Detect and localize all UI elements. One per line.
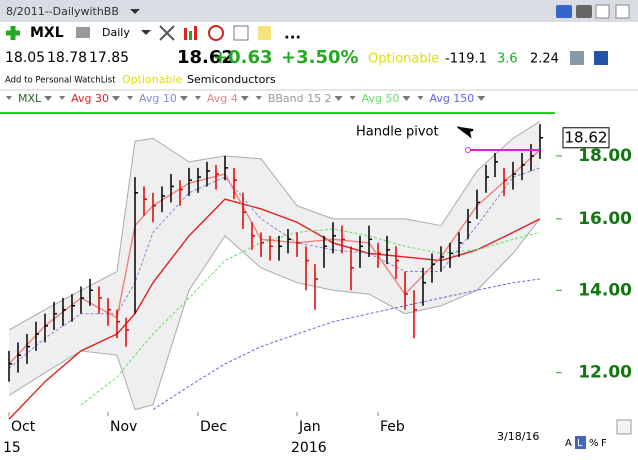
annotation: Handle pivot <box>356 125 439 140</box>
optionable-tag: Optionable <box>122 73 182 86</box>
optionable: Optionable <box>368 52 439 67</box>
x-tick-label: Jan <box>298 419 321 435</box>
change-pct: +3.50% <box>281 47 359 68</box>
annotation-arrow <box>456 126 474 139</box>
bar-icon[interactable] <box>184 28 187 40</box>
stat: -119.1 <box>445 52 487 67</box>
footer-button[interactable]: A <box>565 438 572 449</box>
s-button[interactable] <box>556 5 572 18</box>
legend-arrow <box>6 96 12 100</box>
period[interactable]: Daily <box>102 26 130 39</box>
legend-arrow <box>477 96 486 101</box>
title-bar <box>0 0 638 22</box>
band-fill <box>9 121 540 410</box>
legend: MXL Avg 30 Avg 10 Avg 4 BBand 15 2 Avg 50 Avg … <box>6 92 486 105</box>
footer-button[interactable]: L <box>577 438 583 449</box>
legend-entry: Avg 50 <box>362 92 400 105</box>
legend-entry: Avg 4 <box>207 92 238 105</box>
stack-icon[interactable] <box>570 51 584 65</box>
x-tick-label: Dec <box>200 419 227 435</box>
band-line <box>8 120 541 331</box>
legend-arrow <box>334 96 343 101</box>
legend-arrow <box>402 96 411 101</box>
legend-arrow <box>349 96 356 100</box>
symbol[interactable]: MXL <box>30 25 64 41</box>
note-icon[interactable] <box>258 26 271 40</box>
more[interactable]: ... <box>284 25 301 43</box>
save-icon[interactable] <box>594 51 608 65</box>
moving-average <box>152 278 541 411</box>
open: 18.05 <box>5 50 45 66</box>
moving-average <box>80 228 541 406</box>
legend-arrow <box>59 96 66 100</box>
pencil-icon[interactable] <box>616 419 632 435</box>
price-box <box>562 127 610 149</box>
bar-icon <box>194 26 197 40</box>
year-label: 15 <box>3 440 21 456</box>
industry: Semiconductors <box>187 73 276 86</box>
restore-button[interactable] <box>595 4 610 19</box>
high: 18.78 <box>47 50 87 66</box>
tools-icon[interactable] <box>159 25 175 41</box>
legend-arrow <box>194 96 201 100</box>
x-tick-label: Feb <box>380 419 405 435</box>
footer-button[interactable]: F <box>601 438 607 449</box>
year-label: 2016 <box>291 440 327 456</box>
legend-entry: Avg 10 <box>139 92 177 105</box>
dropdown[interactable] <box>141 30 151 35</box>
last: 18.62 <box>177 47 234 68</box>
watchlist[interactable]: Add to Personal WatchList <box>5 76 116 86</box>
pivot-dot <box>465 146 471 153</box>
legend-arrow <box>255 96 262 100</box>
legend-entry: MXL <box>18 92 42 105</box>
alarm-icon[interactable] <box>208 25 224 41</box>
stat: 2.24 <box>530 52 559 67</box>
stat: 3.6 <box>497 52 518 67</box>
grid-icon[interactable] <box>233 25 249 41</box>
moving-average <box>8 167 541 369</box>
legend-entry: Avg 30 <box>71 92 109 105</box>
legend-arrow <box>417 96 424 100</box>
low: 17.85 <box>89 50 129 66</box>
dropdown[interactable] <box>130 9 140 14</box>
button-bg <box>575 436 586 449</box>
price-box-label: 18.62 <box>565 128 608 146</box>
y-tick-label: 16.00 <box>578 209 632 229</box>
legend-entry: BBand 15 2 <box>268 92 332 105</box>
x-tick-label: Nov <box>110 419 137 435</box>
legend-arrow <box>179 96 188 101</box>
band-line <box>8 218 541 411</box>
legend-arrow <box>44 96 53 101</box>
footer: A L% F <box>565 436 607 449</box>
legend-entry: Avg 150 <box>429 92 474 105</box>
t-button[interactable] <box>576 5 592 18</box>
legend-arrow <box>240 96 249 101</box>
y-tick-label: 14.00 <box>578 280 632 300</box>
close-button[interactable] <box>615 4 630 19</box>
plot: 12.00 14.00 16.00 18.00 Handle pivot 18.62 Oct… <box>3 120 632 456</box>
legend-arrow <box>112 96 121 101</box>
y-tick-label: 18.00 <box>578 146 632 166</box>
x-tick-label: Oct <box>11 419 36 435</box>
change: +0.63 <box>213 47 273 68</box>
legend-arrow <box>127 96 134 100</box>
moving-average <box>8 198 541 420</box>
print-icon[interactable] <box>76 27 90 38</box>
layout-title: 8/2011--DailywithBB <box>6 5 119 18</box>
bar-icon <box>189 31 192 40</box>
footer-button[interactable]: % <box>589 438 599 449</box>
add-icon[interactable] <box>6 26 20 40</box>
date-label: 3/18/16 <box>497 430 539 443</box>
y-tick-label: 12.00 <box>578 363 632 383</box>
